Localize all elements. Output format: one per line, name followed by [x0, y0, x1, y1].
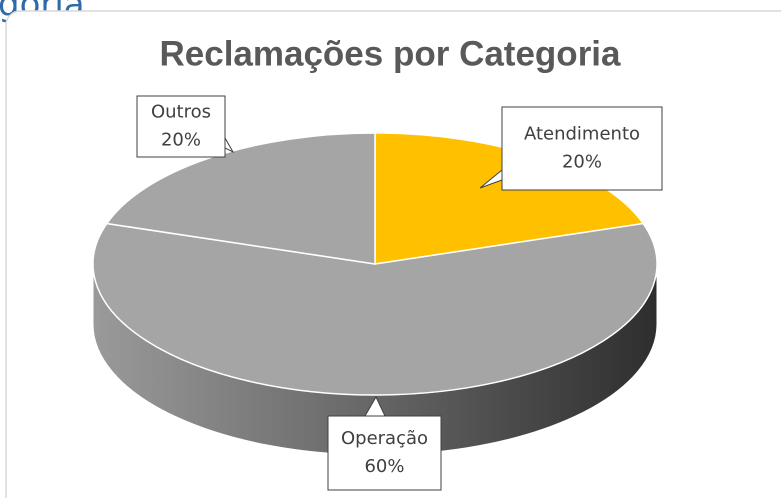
category-label: Outros	[151, 102, 211, 123]
chart-title: Reclamações por Categoria	[159, 34, 621, 73]
callout-box	[501, 106, 663, 191]
pie-slice	[92, 222, 658, 396]
value-label: 20%	[562, 152, 602, 173]
value-label: 60%	[364, 456, 404, 477]
callout-box	[136, 95, 226, 158]
pie-slice	[105, 132, 376, 265]
labels: Atendimento 20% Operação 60% Outros 20%	[136, 95, 663, 491]
value-label: 20%	[161, 130, 201, 151]
pie	[92, 132, 658, 456]
category-label: Atendimento	[524, 124, 640, 145]
category-label: Operação	[341, 428, 428, 449]
callout-box	[327, 415, 442, 491]
